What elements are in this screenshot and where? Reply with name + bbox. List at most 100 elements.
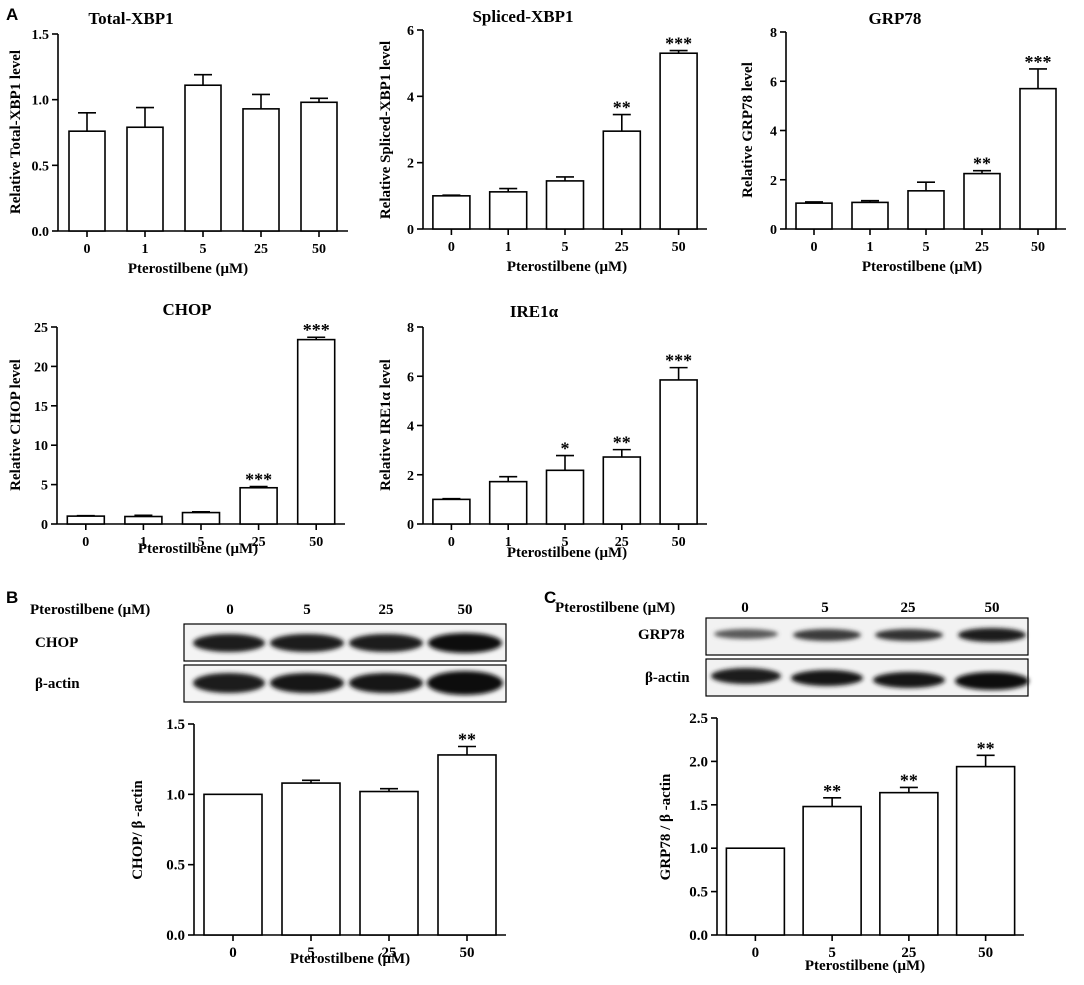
y-tick-label: 0.0 [689, 928, 708, 944]
blot-b-header-label: Pterostilbene (μM) [30, 602, 150, 618]
x-tick-label: 1 [140, 535, 147, 550]
blot-b-lane-25: 25 [379, 602, 394, 618]
x-tick-label: 1 [142, 242, 149, 257]
significance-mark: ** [823, 781, 841, 801]
x-tick-label: 50 [978, 945, 993, 961]
x-tick-label: 50 [460, 945, 475, 961]
significance-mark: *** [303, 320, 330, 340]
chart-title: CHOP [162, 300, 211, 319]
x-axis-label: Pterostilbene (μM) [128, 261, 248, 277]
x-tick-label: 25 [254, 242, 268, 257]
significance-mark: ** [613, 433, 631, 453]
band [873, 672, 945, 688]
band [270, 673, 344, 693]
y-tick-label: 8 [407, 321, 414, 336]
panel-letter-a: A [6, 5, 18, 24]
band [875, 629, 943, 641]
y-tick-label: 0 [407, 223, 414, 238]
x-tick-label: 0 [752, 945, 760, 961]
y-tick-label: 1.5 [32, 28, 50, 43]
x-tick-label: 1 [505, 240, 512, 255]
band [349, 634, 423, 652]
y-tick-label: 5 [41, 479, 48, 494]
x-tick-label: 25 [615, 240, 629, 255]
chart-grp78: GRP78 0 2 4 6 8 0 1 5 ** 25 *** 50 Pterostilbene (μM)… [740, 9, 1066, 275]
bar-5 [184, 84, 222, 232]
y-tick-label: 4 [407, 420, 414, 435]
blot-c-row-label-grp78: GRP78 [638, 627, 685, 643]
x-tick-label: 25 [975, 240, 989, 255]
significance-mark: ** [458, 730, 476, 750]
blot-b-lane-5: 5 [303, 602, 311, 618]
chart-title: GRP78 [869, 9, 922, 28]
y-tick-label: 20 [34, 360, 48, 375]
bar-0 [432, 498, 471, 525]
y-tick-label: 6 [770, 75, 777, 90]
bar-25 [963, 172, 1001, 230]
x-tick-label: 5 [198, 535, 205, 550]
bar-50 [1019, 87, 1057, 230]
band [793, 629, 861, 641]
bar-5 [802, 805, 862, 936]
chart-total-xbp1: Total-XBP1 0.0 0.5 1.0 1.5 0 1 5 25 50 Pterostilbe… [8, 9, 348, 277]
y-tick-label: 1.0 [32, 94, 50, 109]
x-tick-label: 5 [828, 945, 836, 961]
blot-c-lane-50: 50 [985, 600, 1000, 616]
bar-50 [659, 379, 698, 525]
y-tick-label: 6 [407, 370, 414, 385]
y-axis-label: CHOP/ β -actin [130, 780, 146, 880]
significance-mark: *** [665, 34, 692, 54]
bar-1 [488, 480, 528, 525]
y-tick-label: 0 [407, 518, 414, 533]
significance-mark: *** [1025, 52, 1052, 72]
x-tick-label: 5 [307, 945, 315, 961]
bar-5 [281, 782, 341, 936]
x-axis-label: Pterostilbene (μM) [507, 259, 627, 275]
y-tick-label: 25 [34, 321, 48, 336]
x-tick-label: 1 [867, 240, 874, 255]
x-tick-label: 0 [448, 535, 455, 550]
y-tick-label: 1.0 [689, 841, 708, 857]
x-tick-label: 50 [312, 242, 326, 257]
significance-mark: ** [973, 154, 991, 174]
significance-mark: * [561, 439, 570, 459]
y-tick-label: 0 [770, 223, 777, 238]
bar-25 [879, 791, 939, 936]
blot-c-actin-bands [711, 668, 1029, 690]
y-axis-label: GRP78 / β -actin [658, 773, 674, 880]
x-tick-label: 50 [672, 240, 686, 255]
x-tick-label: 0 [448, 240, 455, 255]
x-tick-label: 0 [811, 240, 818, 255]
y-tick-label: 4 [770, 125, 777, 140]
band [955, 672, 1029, 690]
bar-1 [488, 191, 528, 230]
blot-c-lane-5: 5 [821, 600, 829, 616]
bar-5 [181, 511, 221, 525]
chart-title: IRE1α [510, 302, 559, 321]
bar-25 [239, 486, 278, 525]
band [958, 628, 1026, 642]
bar-50 [296, 338, 336, 525]
y-tick-label: 1.5 [689, 798, 708, 814]
band [791, 670, 863, 686]
band [193, 673, 265, 693]
y-tick-label: 0.0 [32, 225, 50, 240]
x-tick-label: 25 [901, 945, 916, 961]
bar-5 [545, 180, 585, 230]
x-tick-label: 5 [200, 242, 207, 257]
panel-letter-c: C [544, 588, 556, 607]
bar-1 [851, 201, 889, 230]
x-tick-label: 5 [923, 240, 930, 255]
y-tick-label: 0.0 [166, 928, 185, 944]
y-tick-label: 0.5 [689, 885, 708, 901]
blot-c-grp78-bands [714, 628, 1026, 642]
bar-5 [907, 190, 945, 230]
blot-c-header-label: Pterostilbene (μM) [555, 600, 675, 616]
y-tick-label: 2.0 [689, 754, 708, 770]
y-tick-label: 2.5 [689, 711, 708, 727]
bar-1 [124, 515, 163, 525]
band [270, 634, 344, 652]
blot-b-lane-50: 50 [458, 602, 473, 618]
bar-0 [203, 793, 263, 936]
